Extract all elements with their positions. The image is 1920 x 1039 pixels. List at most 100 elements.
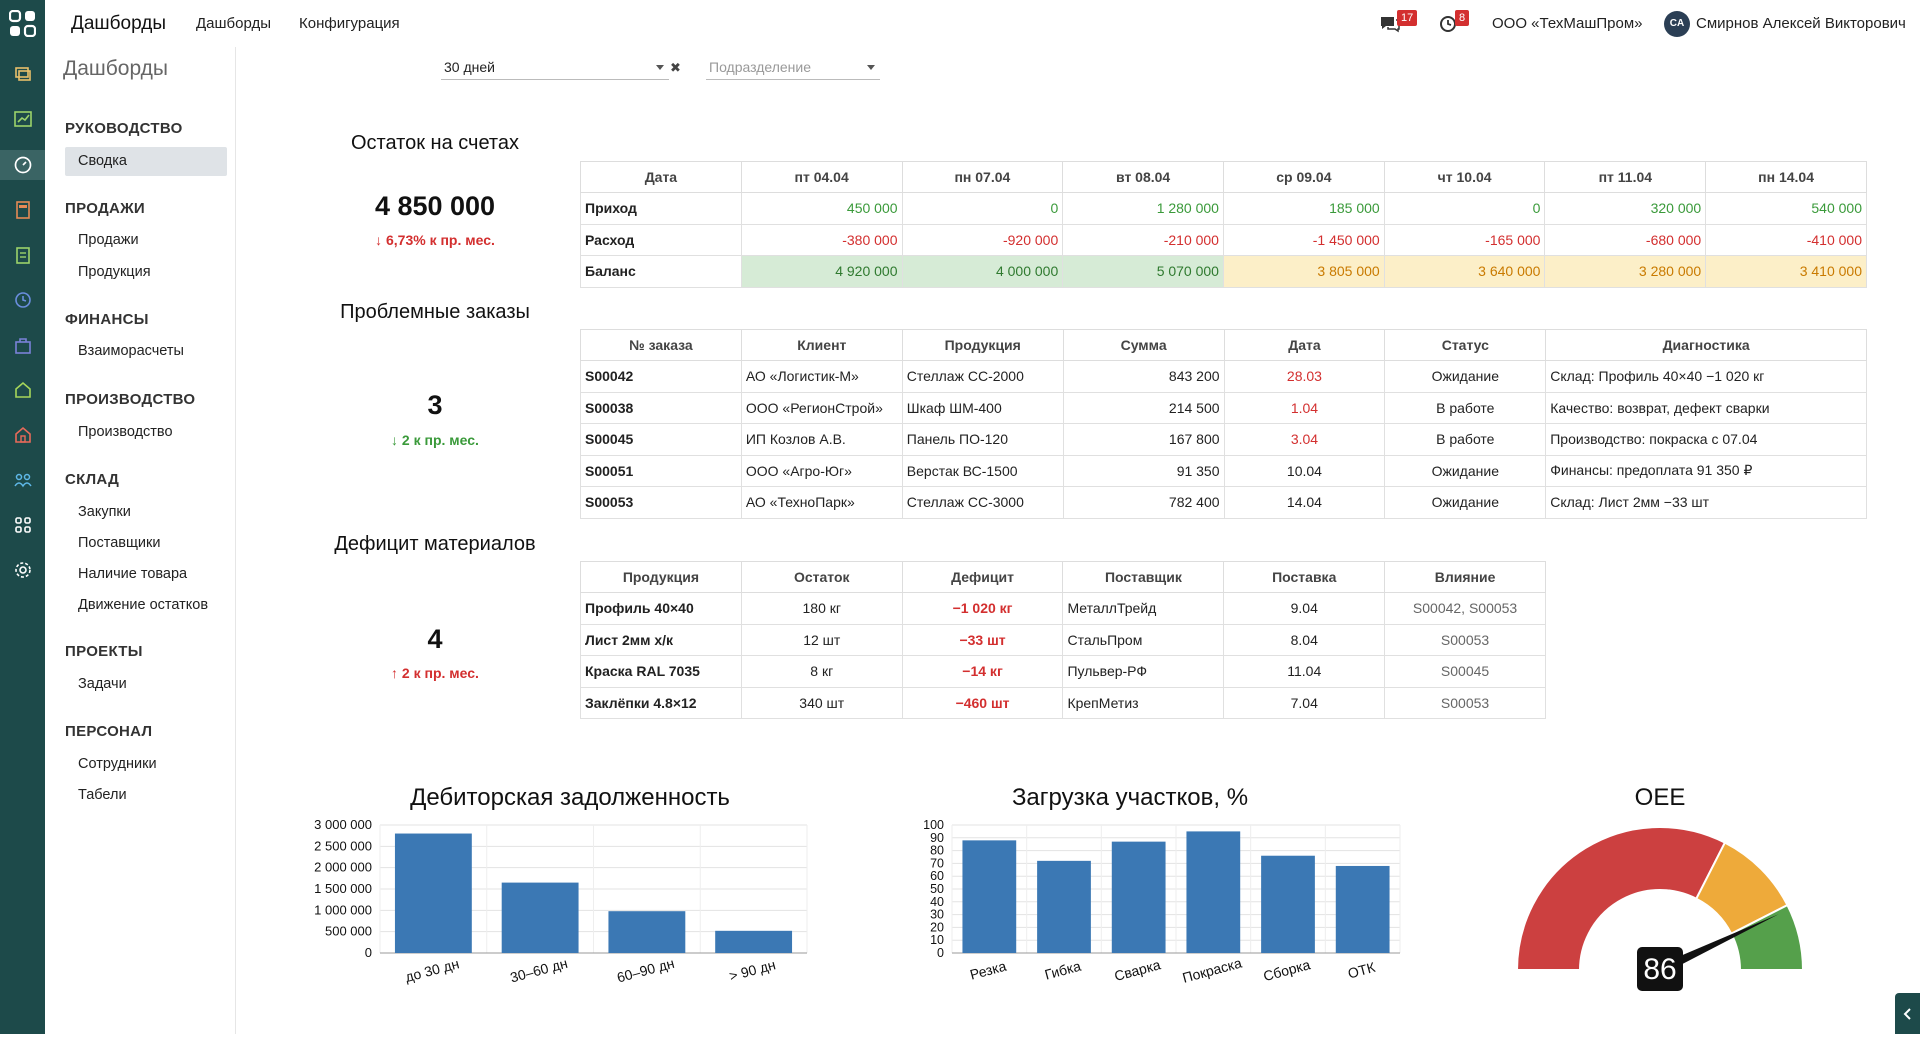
x-tick-label: 60–90 дн (615, 955, 676, 986)
app-logo-icon[interactable] (9, 10, 36, 37)
order-number-link[interactable]: S00053 (580, 486, 742, 519)
division-placeholder: Подразделение (709, 59, 812, 75)
table-header-cell: ср 09.04 (1222, 161, 1385, 193)
sidebar-item-settlements[interactable]: Взаиморасчеты (78, 343, 184, 359)
table-cell: 0 (901, 192, 1064, 225)
materials-delta: ↑ 2 к пр. мес. (391, 665, 479, 681)
table-cell: S00053 (1384, 686, 1546, 719)
table-cell: Лист 2мм х/к (580, 623, 742, 656)
rail-chat-icon[interactable] (0, 59, 45, 89)
sidebar-item-tasks[interactable]: Задачи (78, 676, 127, 692)
sidebar-section-sales: ПРОДАЖИ (65, 200, 146, 217)
clear-filter-icon[interactable]: ✖ (670, 60, 681, 75)
table-row[interactable]: S00038 ООО «РегионСтрой» Шкаф ШМ-400 214 50… (580, 391, 1867, 424)
table-row[interactable]: S00045 ИП Козлов А.В. Панель ПО-120 167 800… (580, 423, 1867, 456)
rail-clipboard-icon[interactable] (0, 240, 45, 270)
sidebar-item-purchases[interactable]: Закупки (78, 504, 131, 520)
bar[interactable] (715, 930, 793, 953)
y-tick-label: 1 000 000 (314, 902, 372, 917)
rail-settings-icon[interactable] (0, 555, 45, 585)
table-cell: 10.04 (1223, 454, 1386, 487)
bar[interactable] (608, 911, 686, 953)
bar[interactable] (1261, 855, 1315, 953)
y-tick-label: 500 000 (325, 924, 372, 939)
top-bar: Дашборды Дашборды Конфигурация 17 8 ООО … (45, 0, 1920, 47)
rail-people-icon[interactable] (0, 465, 45, 495)
table-header-cell: Поставка (1223, 561, 1386, 593)
rail-clock-icon[interactable] (0, 285, 45, 315)
order-number-link[interactable]: S00051 (580, 454, 742, 487)
y-tick-label: 100 (923, 818, 944, 832)
table-cell: 28.03 (1223, 360, 1386, 393)
y-tick-label: 20 (930, 920, 944, 934)
order-number-link[interactable]: S00042 (580, 360, 742, 393)
balance-value: 4 850 000 (374, 191, 496, 221)
collapse-panel-button[interactable] (1895, 993, 1920, 1034)
bar[interactable] (501, 882, 579, 953)
sidebar-item-production[interactable]: Производство (78, 424, 173, 440)
table-cell: 540 000 (1705, 192, 1867, 225)
table-header-cell: Дата (580, 161, 742, 193)
rail-apps-icon[interactable] (0, 510, 45, 540)
bar[interactable] (962, 840, 1017, 953)
orders-value: 3 (427, 390, 443, 420)
table-header-cell: пн 14.04 (1705, 161, 1867, 193)
sidebar-item-products[interactable]: Продукция (78, 264, 151, 280)
rail-calculator-icon[interactable] (0, 195, 45, 225)
order-number-link[interactable]: S00038 (580, 391, 742, 424)
table-header-cell: Влияние (1384, 561, 1546, 593)
table-header-cell: чт 10.04 (1383, 161, 1546, 193)
bar[interactable] (1111, 841, 1166, 953)
table-row[interactable]: S00053 АО «ТехноПарк» Стеллаж СС-3000 782 4… (580, 486, 1867, 519)
y-tick-label: 60 (930, 869, 944, 883)
sidebar-item-sales[interactable]: Продажи (78, 232, 139, 248)
table-cell: -680 000 (1544, 223, 1707, 256)
sidebar-item-employees[interactable]: Сотрудники (78, 756, 157, 772)
table-row[interactable]: S00051 ООО «Агро-Юг» Верстак ВС-1500 91 350… (580, 454, 1867, 487)
table-cell: 4 920 000 (740, 255, 903, 288)
order-number-link[interactable]: S00045 (580, 423, 742, 456)
table-cell: МеталлТрейд (1062, 592, 1225, 625)
nav-dashboards[interactable]: Дашборды (196, 15, 271, 32)
app-brand[interactable]: Дашборды (71, 13, 166, 34)
sidebar-item-suppliers[interactable]: Поставщики (78, 535, 161, 551)
balance-delta: ↓ 6,73% к пр. мес. (375, 232, 495, 248)
table-cell: -410 000 (1705, 223, 1867, 256)
rail-bag-icon[interactable] (0, 330, 45, 360)
organization-selector[interactable]: ООО «ТехМашПром» (1492, 15, 1643, 32)
table-cell: Пульвер-РФ (1062, 655, 1225, 688)
sidebar-section-management: РУКОВОДСТВО (65, 120, 183, 137)
table-cell: ООО «РегионСтрой» (740, 391, 903, 424)
sidebar-item-stock-movement[interactable]: Движение остатков (78, 597, 209, 613)
avatar[interactable]: CA (1664, 11, 1690, 37)
rail-warehouse-icon[interactable] (0, 375, 45, 405)
receivables-chart: 0 500 000 1 000 000 1 500 000 2 000 000 2 500… (314, 817, 808, 986)
table-cell: 3 640 000 (1383, 255, 1546, 288)
table-cell: Шкаф ШМ-400 (901, 391, 1064, 424)
rail-factory-icon[interactable] (0, 420, 45, 450)
division-select[interactable]: Подразделение (706, 56, 880, 80)
bar[interactable] (1186, 831, 1241, 953)
bar[interactable] (1037, 860, 1091, 953)
rail-analytics-icon[interactable] (0, 104, 45, 134)
sidebar-item-timesheets[interactable]: Табели (78, 787, 127, 803)
table-cell: Панель ПО-120 (901, 423, 1064, 456)
bar[interactable] (394, 833, 472, 953)
table-row[interactable]: S00042 АО «Логистик-М» Стеллаж СС-2000 843 … (580, 360, 1867, 393)
table-cell: СтальПром (1062, 623, 1225, 656)
table-cell: 4 000 000 (901, 255, 1064, 288)
sidebar-item-summary[interactable]: Сводка (65, 147, 227, 176)
orders-title: Проблемные заказы (340, 301, 530, 323)
x-tick-label: Сварка (1113, 956, 1163, 984)
table-cell: 0 (1383, 192, 1546, 225)
rail-dashboard-icon[interactable] (0, 150, 45, 180)
table-cell: АО «ТехноПарк» (740, 486, 903, 519)
bar[interactable] (1335, 865, 1390, 953)
app-rail (0, 0, 45, 1034)
user-name[interactable]: Смирнов Алексей Викторович (1696, 15, 1906, 32)
sidebar-item-stock[interactable]: Наличие товара (78, 566, 188, 582)
period-select[interactable]: 30 дней (441, 56, 669, 80)
nav-configuration[interactable]: Конфигурация (299, 15, 400, 32)
table-cell: 167 800 (1062, 423, 1225, 456)
